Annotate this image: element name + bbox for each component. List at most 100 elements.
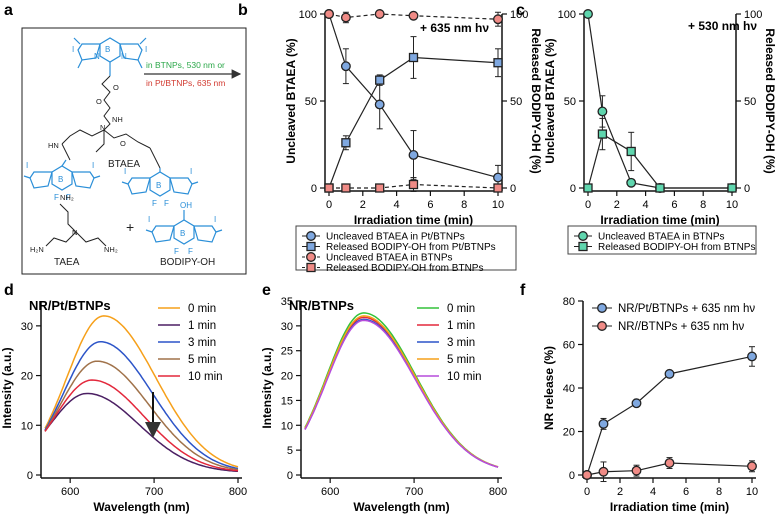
x-axis-title-e: Wavelength (nm): [353, 500, 449, 514]
x-tick-label: 4: [394, 199, 400, 211]
x-tick-label: 10: [726, 199, 738, 211]
x-tick-label: 6: [683, 486, 689, 498]
x-axis-title-c: Irradiation time (min): [600, 213, 719, 227]
plus-sign: +: [126, 219, 134, 235]
atom-i-5: I: [124, 167, 126, 176]
spectrum-e-0: [304, 312, 499, 468]
legend-entry: 0 min: [447, 303, 475, 315]
atom-h2n-1: H₂N: [30, 245, 44, 254]
atom-b-2: B: [58, 175, 63, 184]
y-axis-right-title-b: Released BODIPY-OH (%): [529, 28, 543, 173]
arrow-condition-green: in BTNPs, 530 nm or: [146, 60, 225, 70]
y-axis-title-b: Uncleaved BTAEA (%): [284, 38, 298, 163]
legend-entry: Released BODIPY-OH from BTNPs: [598, 242, 755, 253]
data-point-b: [408, 52, 419, 63]
atom-nh2-1: NH₂: [60, 193, 74, 202]
y-tick-label: 0: [570, 183, 576, 195]
panel-c-label: c: [516, 2, 525, 19]
y-right-tick-label: 0: [744, 183, 750, 195]
legend-entry: NR//BTNPs + 635 nm hν: [618, 321, 744, 333]
data-point-b: [493, 58, 503, 68]
y-axis-right-title-c: Released BODIPY-OH (%): [763, 28, 777, 173]
data-point-b: [324, 183, 334, 193]
atom-n-taea: N: [72, 228, 77, 237]
atom-f-4: F: [164, 199, 169, 208]
btaea-label: BTAEA: [108, 159, 140, 170]
legend-entry: Uncleaved BTAEA in BTNPs: [326, 253, 453, 264]
data-point-f: [598, 418, 609, 429]
legend-entry: 1 min: [188, 320, 216, 332]
y-tick-label: 50: [305, 96, 317, 108]
legend-entry: NR/Pt/BTNPs + 635 nm hν: [618, 303, 755, 315]
panel-e-label: e: [262, 282, 271, 299]
chart-title-d: NR/Pt/BTNPs: [29, 298, 111, 313]
atom-n-2: N: [121, 52, 127, 61]
atom-nh2-2: NH₂: [104, 245, 118, 254]
y-tick-label: 20: [281, 371, 293, 383]
legend-marker: [306, 262, 316, 273]
data-point-b: [374, 99, 385, 110]
data-point-c: [597, 106, 608, 117]
legend-entry: Uncleaved BTAEA in Pt/BTNPs: [326, 232, 465, 243]
y-right-tick-label: 100: [744, 9, 762, 21]
x-tick-label: 700: [405, 486, 423, 498]
legend-entry: Released BODIPY-OH from BTNPs: [326, 263, 483, 274]
x-tick-label: 0: [584, 486, 590, 498]
legend-marker: [597, 321, 607, 331]
data-point-b: [408, 179, 419, 190]
data-point-b: [493, 172, 503, 183]
x-tick-label: 2: [360, 199, 366, 211]
y-tick-label: 15: [281, 395, 293, 407]
x-tick-label: 600: [61, 486, 79, 498]
x-axis-title-b: Irradiation time (min): [354, 213, 473, 227]
data-point-c: [655, 183, 665, 193]
atom-hn-1: HN: [48, 141, 59, 150]
data-point-b: [341, 138, 351, 148]
spectrum-d-4: [44, 379, 239, 472]
atom-b-4: B: [180, 229, 185, 238]
y-tick-label: 25: [281, 346, 293, 358]
annotation-c: + 530 nm hν: [688, 19, 757, 33]
y-tick-label: 10: [281, 420, 293, 432]
chart-e: e 600 700 800 0 5 10 15 20 25 30 35 Wavelength (nm) I…: [260, 282, 507, 514]
atom-i-8: I: [214, 215, 216, 224]
atom-f-3: F: [152, 199, 157, 208]
atom-f-2: F: [66, 193, 71, 202]
spectrum-d-3: [44, 360, 239, 471]
y-tick-label: 60: [563, 340, 575, 352]
legend-entry: 10 min: [188, 371, 223, 383]
data-point-c: [626, 177, 637, 188]
data-point-b: [340, 61, 351, 72]
x-tick-label: 0: [326, 199, 332, 211]
chart-d: d 600 700 800 0 10 20 30 Wavelength (nm) Intensit…: [0, 282, 247, 514]
data-point-c: [626, 146, 636, 157]
legend-entry: Released BODIPY-OH from Pt/BTNPs: [326, 242, 496, 253]
y-tick-label: 0: [311, 183, 317, 195]
y-tick-label: 50: [564, 96, 576, 108]
x-tick-label: 800: [489, 486, 507, 498]
y-tick-label: 80: [563, 296, 575, 308]
spectrum-d-0: [44, 315, 239, 468]
x-tick-label: 8: [461, 199, 467, 211]
y-right-tick-label: 0: [510, 183, 516, 195]
data-point-b: [375, 75, 385, 85]
bodipy-right-structure: [121, 168, 199, 197]
panel-b-label: b: [238, 2, 248, 19]
y-axis-title-f: NR release (%): [542, 346, 556, 430]
x-tick-label: 10: [492, 199, 504, 211]
legend-marker: [306, 241, 316, 252]
atom-b-1: B: [105, 45, 110, 54]
y-right-tick-label: 100: [510, 9, 528, 21]
atom-i-1: I: [72, 45, 74, 54]
atom-i-3: I: [26, 161, 28, 170]
taea-structure: [45, 203, 107, 247]
data-point-f: [747, 461, 757, 472]
legend-box-c: [567, 225, 757, 255]
data-point-f: [598, 466, 609, 477]
legend-marker: [306, 231, 316, 241]
spectrum-d-1: [44, 392, 239, 473]
legend-marker: [578, 241, 588, 252]
panel-f-label: f: [520, 282, 526, 299]
data-point-f: [664, 458, 675, 468]
